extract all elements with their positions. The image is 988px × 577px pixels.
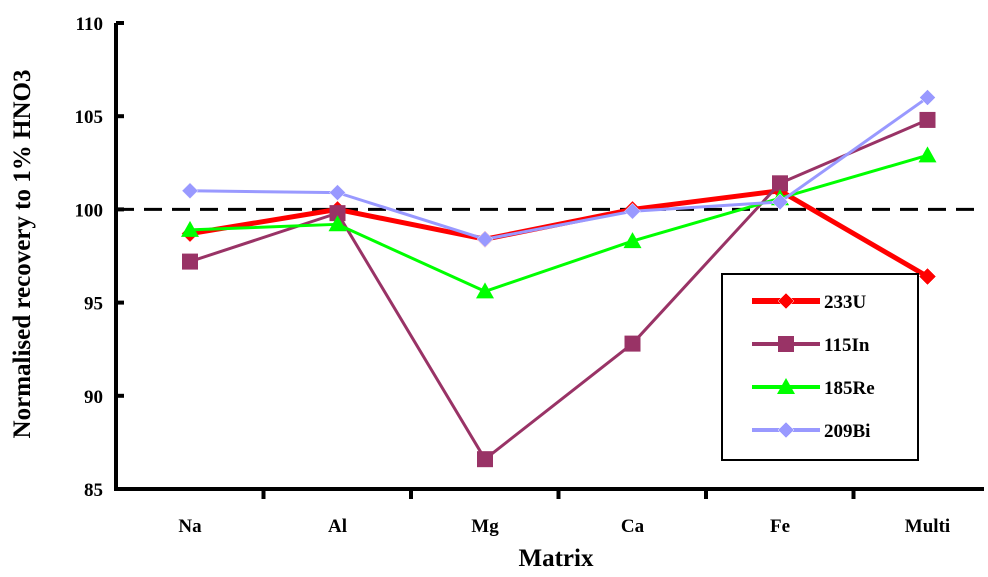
data-point (919, 89, 936, 106)
series-115In (182, 111, 936, 468)
legend-swatch-marker (778, 336, 794, 352)
series-185Re (181, 146, 937, 299)
series-233U (181, 182, 936, 285)
x-axis-title: Matrix (519, 545, 594, 572)
x-tick-label: Na (178, 516, 202, 537)
y-tick-label: 100 (75, 200, 104, 221)
y-tick-label: 90 (84, 387, 103, 408)
x-tick-label: Mg (471, 516, 499, 537)
series-209Bi (181, 89, 936, 248)
data-point (181, 220, 199, 237)
data-point (329, 205, 346, 222)
data-point (181, 182, 199, 200)
series-line (189, 188, 929, 279)
legend-swatch-marker (777, 292, 795, 310)
data-point (476, 282, 494, 299)
data-point (918, 146, 937, 163)
y-axis-title: Normalised recovery to 1% HNO3 (9, 70, 36, 439)
legend-label: 233U (824, 292, 867, 313)
data-point (329, 184, 346, 201)
y-tick-label: 85 (84, 480, 103, 501)
y-tick-label: 105 (75, 107, 104, 128)
data-point (624, 335, 641, 352)
data-point (328, 215, 347, 232)
legend-item: 185Re (752, 378, 875, 399)
series-line (189, 153, 928, 293)
x-tick-label: Al (328, 516, 347, 537)
series-line (189, 118, 929, 461)
y-tick-label: 110 (76, 14, 103, 35)
data-point (624, 202, 641, 220)
legend-item: 115In (752, 335, 870, 356)
legend-label: 209Bi (824, 421, 870, 442)
plot-area (116, 89, 984, 468)
y-tick-label: 95 (84, 294, 103, 315)
data-point (477, 451, 493, 468)
legend-swatch-marker (777, 378, 795, 394)
series-line (189, 96, 929, 241)
legend-label: 115In (824, 335, 870, 356)
x-tick-label: Multi (905, 516, 950, 537)
legend-label: 185Re (824, 378, 875, 399)
axes: 85 90 95 100 105 110 Na Al Mg Ca Fe Multi (75, 14, 984, 537)
data-point (919, 268, 936, 285)
data-point (771, 193, 789, 211)
data-point (182, 253, 198, 270)
legend-item: 233U (752, 292, 867, 313)
legend-swatch-marker (777, 421, 795, 439)
legend: 233U 115In 185Re 209Bi (721, 273, 919, 461)
data-point (476, 230, 494, 248)
data-point (919, 111, 936, 128)
x-tick-label: Ca (621, 516, 645, 537)
data-point (772, 175, 788, 192)
data-point (623, 232, 642, 249)
legend-item: 209Bi (752, 421, 870, 442)
x-tick-label: Fe (770, 516, 790, 537)
